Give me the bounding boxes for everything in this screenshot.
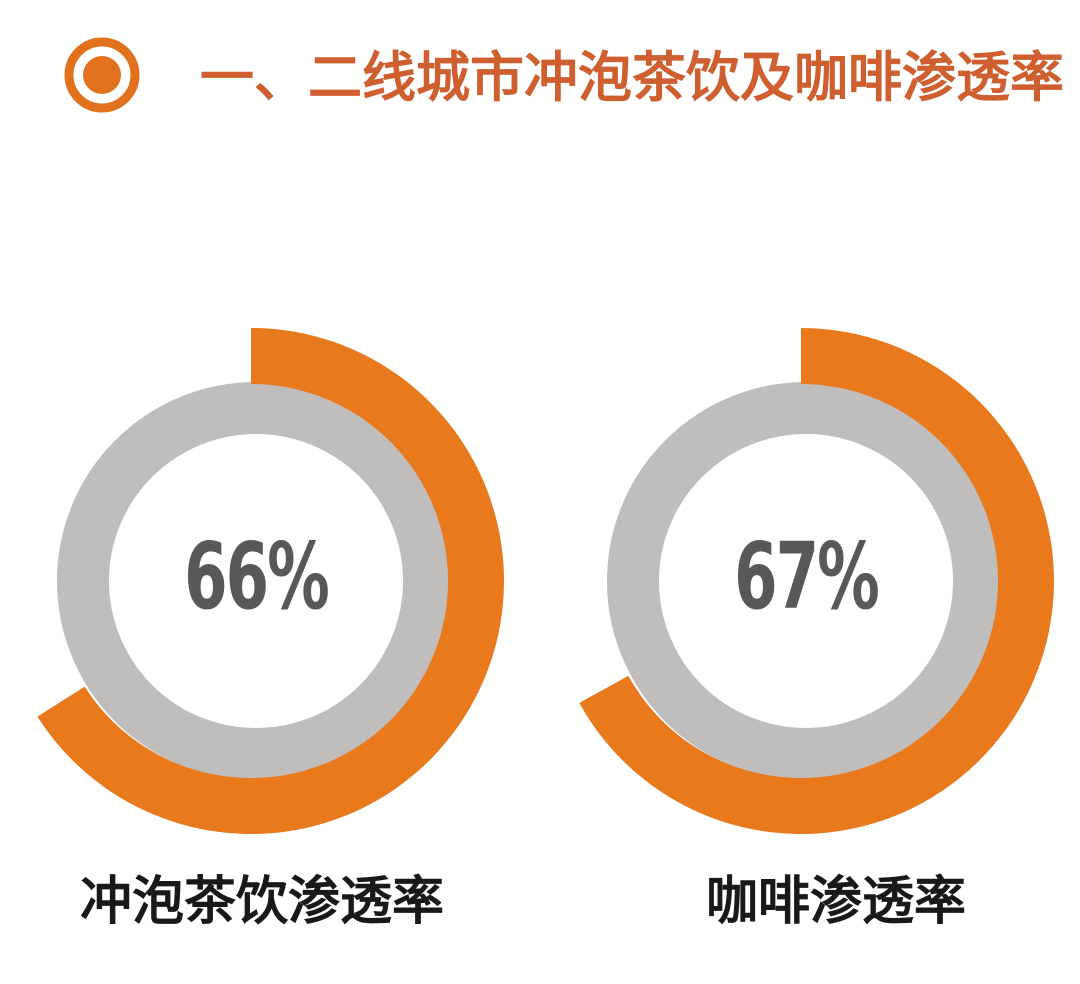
donut-value-coffee: 67% [734,523,880,630]
donut-value-tea: 66% [184,523,330,630]
donut-chart-tea [37,328,504,834]
donut-label-coffee: 咖啡渗透率 [705,874,966,931]
gray-ring [607,382,1005,780]
bullseye-icon [62,35,142,115]
bullseye-outer-ring [64,37,140,113]
donut-chart-coffee [579,328,1054,835]
header: 一、二线城市冲泡茶饮及咖啡渗透率 [0,0,1080,150]
page-title: 一、二线城市冲泡茶饮及咖啡渗透率 [200,48,1064,108]
donut-label-tea: 冲泡茶饮渗透率 [79,874,444,931]
bullseye-center-dot [83,56,121,94]
gray-ring [57,382,455,780]
bullseye-icon-svg [64,37,140,113]
